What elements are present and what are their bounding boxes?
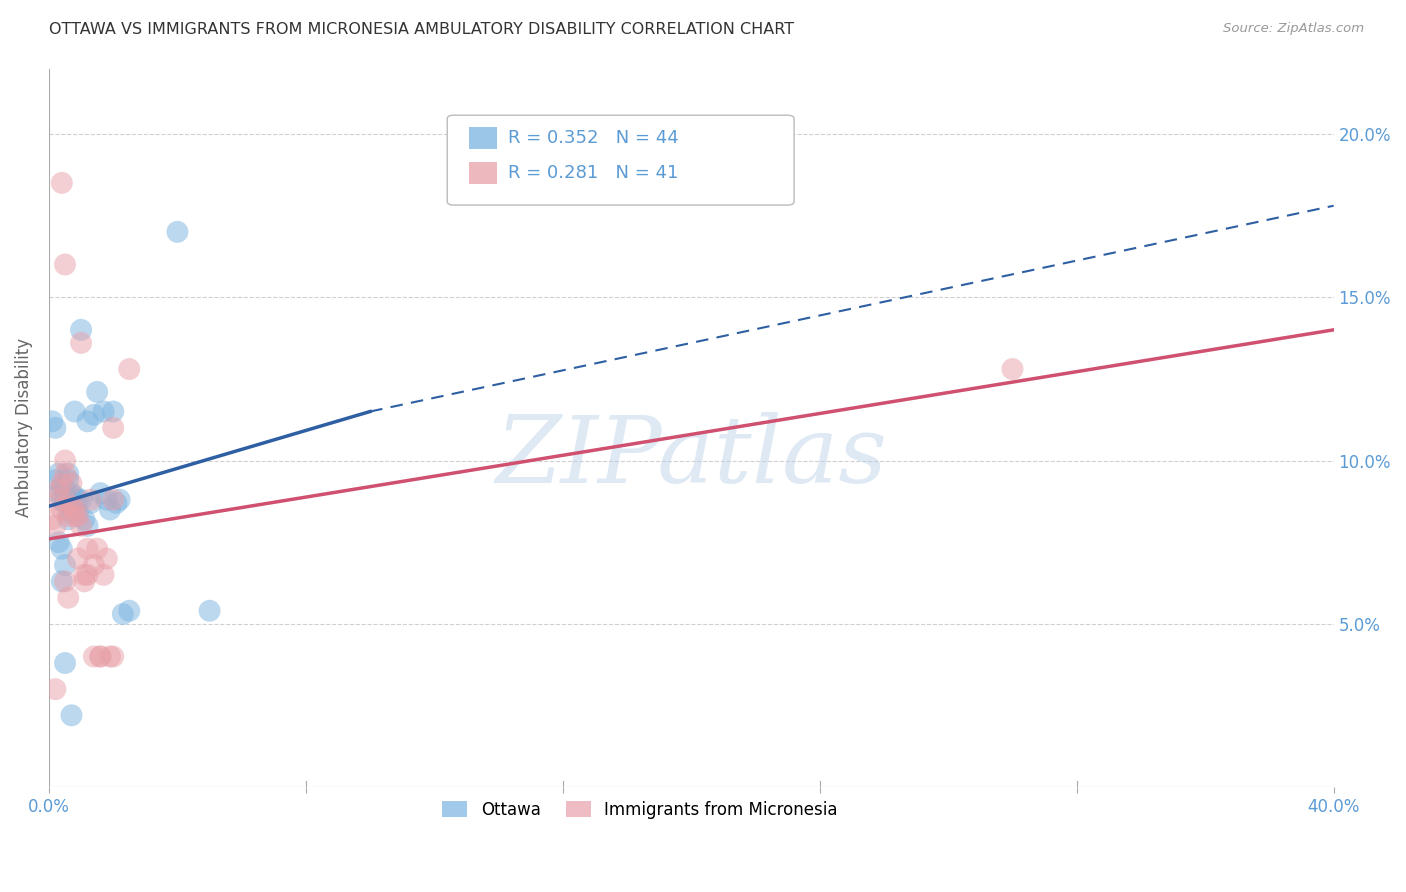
- Point: [89, 649, 111, 664]
- Point: [166, 225, 188, 239]
- Point: [58, 512, 80, 526]
- Point: [96, 551, 118, 566]
- Point: [76, 414, 98, 428]
- Point: [44, 519, 66, 533]
- Point: [80, 496, 103, 510]
- Text: Source: ZipAtlas.com: Source: ZipAtlas.com: [1223, 22, 1364, 36]
- Point: [48, 483, 70, 497]
- Point: [89, 649, 111, 664]
- Point: [51, 476, 73, 491]
- Point: [83, 649, 105, 664]
- Point: [51, 502, 73, 516]
- Point: [76, 541, 98, 556]
- Point: [86, 541, 108, 556]
- Point: [1001, 362, 1024, 376]
- Text: R = 0.281   N = 41: R = 0.281 N = 41: [508, 164, 678, 182]
- Point: [51, 574, 73, 589]
- Point: [111, 607, 134, 621]
- Point: [53, 574, 76, 589]
- Text: OTTAWA VS IMMIGRANTS FROM MICRONESIA AMBULATORY DISABILITY CORRELATION CHART: OTTAWA VS IMMIGRANTS FROM MICRONESIA AMB…: [49, 22, 794, 37]
- Point: [44, 473, 66, 487]
- Point: [51, 176, 73, 190]
- Point: [76, 567, 98, 582]
- Point: [63, 404, 86, 418]
- Point: [73, 574, 96, 589]
- Point: [103, 421, 125, 435]
- FancyBboxPatch shape: [447, 115, 794, 205]
- Point: [118, 604, 141, 618]
- Point: [66, 509, 89, 524]
- Point: [53, 467, 76, 481]
- Point: [63, 509, 86, 524]
- Point: [70, 323, 93, 337]
- Point: [70, 492, 93, 507]
- Point: [66, 492, 89, 507]
- Point: [41, 414, 63, 428]
- Point: [44, 421, 66, 435]
- Point: [66, 551, 89, 566]
- Point: [53, 483, 76, 497]
- Point: [83, 558, 105, 572]
- Point: [58, 509, 80, 524]
- Point: [198, 604, 221, 618]
- Point: [58, 467, 80, 481]
- Point: [76, 519, 98, 533]
- Point: [63, 502, 86, 516]
- Point: [41, 512, 63, 526]
- Point: [98, 649, 121, 664]
- Point: [73, 512, 96, 526]
- Point: [86, 384, 108, 399]
- Point: [93, 567, 115, 582]
- Point: [83, 408, 105, 422]
- Point: [80, 492, 103, 507]
- Point: [58, 591, 80, 605]
- Point: [51, 480, 73, 494]
- Point: [44, 682, 66, 697]
- Text: R = 0.352   N = 44: R = 0.352 N = 44: [508, 129, 678, 147]
- Point: [48, 486, 70, 500]
- Point: [103, 492, 125, 507]
- Point: [70, 335, 93, 350]
- Point: [60, 492, 83, 507]
- Point: [103, 404, 125, 418]
- Point: [60, 708, 83, 723]
- Bar: [470, 162, 498, 184]
- Point: [53, 453, 76, 467]
- Text: ZIPatlas: ZIPatlas: [495, 411, 887, 501]
- Point: [105, 496, 128, 510]
- Point: [51, 541, 73, 556]
- Point: [48, 535, 70, 549]
- Y-axis label: Ambulatory Disability: Ambulatory Disability: [15, 338, 32, 517]
- Point: [53, 558, 76, 572]
- Point: [53, 656, 76, 670]
- Point: [66, 506, 89, 520]
- Point: [93, 404, 115, 418]
- Point: [51, 492, 73, 507]
- Point: [60, 476, 83, 491]
- Point: [103, 649, 125, 664]
- Point: [98, 502, 121, 516]
- Legend: Ottawa, Immigrants from Micronesia: Ottawa, Immigrants from Micronesia: [436, 794, 844, 826]
- Point: [89, 486, 111, 500]
- Point: [58, 473, 80, 487]
- Point: [96, 492, 118, 507]
- Point: [60, 500, 83, 514]
- Point: [60, 486, 83, 500]
- Point: [63, 490, 86, 504]
- Point: [48, 467, 70, 481]
- Bar: [470, 128, 498, 149]
- Point: [108, 492, 131, 507]
- Point: [53, 258, 76, 272]
- Point: [118, 362, 141, 376]
- Point: [58, 496, 80, 510]
- Point: [48, 492, 70, 507]
- Point: [53, 496, 76, 510]
- Point: [70, 519, 93, 533]
- Point: [73, 567, 96, 582]
- Point: [60, 506, 83, 520]
